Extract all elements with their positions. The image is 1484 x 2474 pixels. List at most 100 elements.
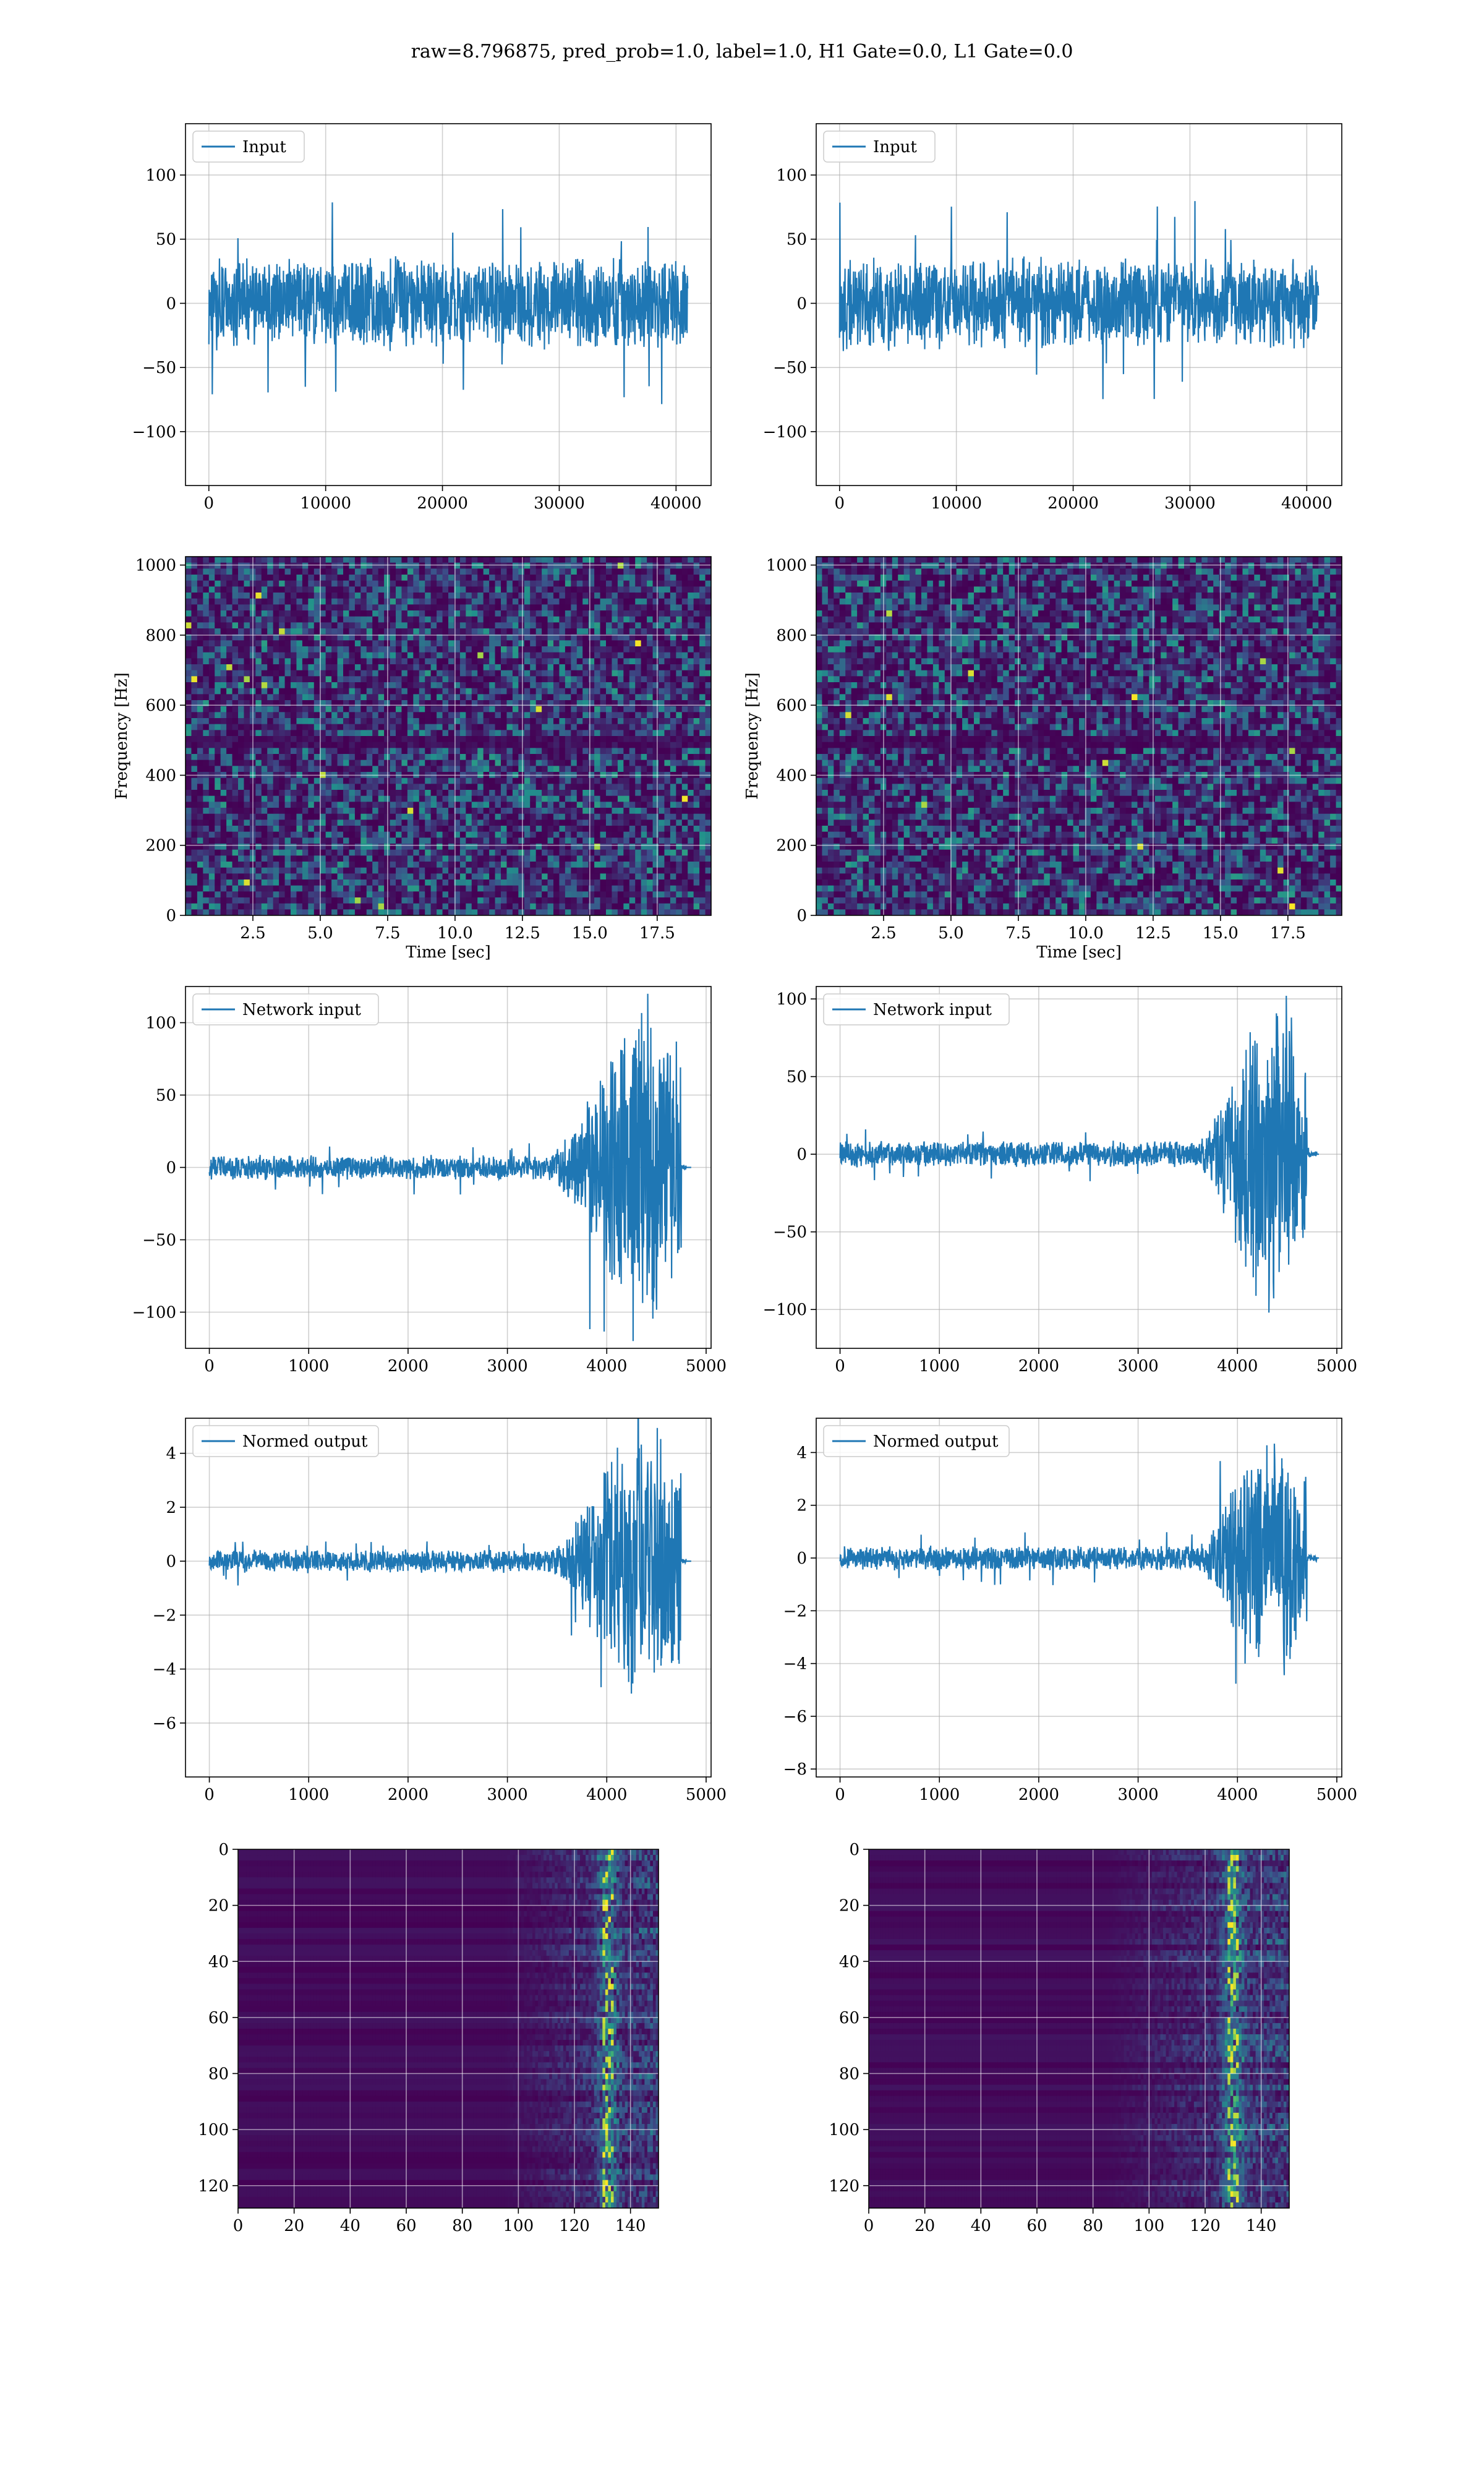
- chart-panel-1-left: 0 10000 20000 30000 40000 −100 −50 0 50 100 Input: [132, 123, 712, 513]
- axes-frame: [185, 556, 712, 916]
- x-axis-label: Time [sec]: [406, 943, 491, 962]
- legend-label: Network input: [242, 1001, 361, 1019]
- x-tick-label: 0: [835, 494, 845, 513]
- legend-box: [823, 993, 1010, 1025]
- y-axis: −100 −50 0 50 100: [763, 166, 816, 442]
- chart-panel-1-right: 0 10000 20000 30000 40000 −100 −50 0 50 100 Input: [763, 123, 1342, 513]
- x-tick-label: 20000: [417, 494, 468, 513]
- y-tick-label: 800: [145, 627, 176, 645]
- y-tick-label: 0: [218, 1841, 229, 1859]
- x-tick-label: 2.5: [871, 924, 896, 943]
- y-tick-label: 2: [166, 1499, 176, 1517]
- y-tick-label: 50: [787, 231, 807, 249]
- x-tick-label: 40: [340, 2217, 360, 2235]
- x-tick-label: 12.5: [1135, 924, 1171, 943]
- y-tick-label: −100: [763, 423, 807, 442]
- x-tick-label: 0: [835, 1357, 845, 1376]
- x-axis: 0 1000 2000 3000 4000 5000: [835, 1777, 1357, 1804]
- y-tick-label: −50: [142, 1231, 176, 1250]
- chart-panel-3-right: 0 1000 2000 3000 4000 5000 −100 −50 0 50 100 Networ…: [763, 986, 1357, 1376]
- legend-box: [823, 131, 936, 163]
- chart-panel-5-right: 0 20 40 60 80 100 120 140 0 20 40 60 80 100 120: [829, 1841, 1290, 2235]
- x-tick-label: 120: [1190, 2217, 1221, 2235]
- x-tick-label: 5000: [686, 1357, 727, 1376]
- figure-title: raw=8.796875, pred_prob=1.0, label=1.0, …: [0, 41, 1484, 62]
- x-axis: 0 1000 2000 3000 4000 5000: [204, 1777, 727, 1804]
- y-tick-label: −50: [142, 359, 176, 377]
- x-tick-label: 80: [1083, 2217, 1103, 2235]
- x-tick-label: 60: [396, 2217, 416, 2235]
- y-tick-label: 60: [208, 2009, 229, 2027]
- x-tick-label: 60: [1026, 2217, 1047, 2235]
- y-tick-label: 120: [829, 2177, 859, 2196]
- y-tick-label: 120: [198, 2177, 229, 2196]
- y-tick-label: 600: [145, 696, 176, 715]
- x-tick-label: 4000: [586, 1786, 627, 1804]
- grid-lines: [869, 1849, 1289, 2208]
- chart-panel-3-left: 0 1000 2000 3000 4000 5000 −100 −50 0 50 100 Networ…: [132, 986, 727, 1376]
- grid-lines: [186, 557, 711, 915]
- y-axis: 0 20 40 60 80 100 120: [829, 1841, 869, 2196]
- x-tick-label: 2000: [388, 1786, 429, 1804]
- y-axis-label: Frequency [Hz]: [113, 672, 131, 800]
- grid-lines: [816, 557, 1342, 915]
- x-axis: 2.5 5.0 7.5 10.0 12.5 15.0 17.5: [871, 915, 1306, 943]
- x-tick-label: 3000: [487, 1357, 528, 1376]
- x-tick-label: 40000: [650, 494, 702, 513]
- y-tick-label: 50: [787, 1068, 807, 1087]
- x-tick-label: 20: [284, 2217, 304, 2235]
- y-tick-label: 1000: [766, 557, 807, 575]
- y-tick-label: 200: [776, 837, 807, 855]
- y-tick-label: 600: [776, 696, 807, 715]
- legend-box: [192, 993, 379, 1025]
- x-tick-label: 15.0: [572, 924, 608, 943]
- x-tick-label: 10.0: [1068, 924, 1104, 943]
- x-axis: 0 10000 20000 30000 40000: [835, 486, 1333, 513]
- x-tick-label: 2000: [1018, 1786, 1059, 1804]
- y-tick-label: 40: [208, 1953, 229, 1971]
- y-tick-label: 20: [839, 1897, 859, 1915]
- x-tick-label: 40000: [1281, 494, 1333, 513]
- y-tick-label: −4: [783, 1655, 807, 1674]
- y-axis: −100 −50 0 50 100: [132, 166, 186, 442]
- x-tick-label: 1000: [288, 1357, 329, 1376]
- y-tick-label: 1000: [135, 557, 176, 575]
- x-tick-label: 4000: [586, 1357, 627, 1376]
- x-tick-label: 80: [452, 2217, 472, 2235]
- series-line: [839, 1444, 1320, 1684]
- x-tick-label: 20: [915, 2217, 935, 2235]
- y-tick-label: 0: [166, 1159, 176, 1178]
- x-axis: 0 10000 20000 30000 40000: [204, 486, 702, 513]
- series-line: [208, 1418, 691, 1694]
- y-axis-label: Frequency [Hz]: [743, 672, 762, 800]
- series-line: [839, 996, 1320, 1313]
- y-tick-label: 0: [796, 907, 807, 925]
- chart-panel-2-left: 2.5 5.0 7.5 10.0 12.5 15.0 17.5 0 200 400 600 800 10…: [113, 556, 712, 962]
- y-tick-label: 0: [796, 294, 807, 313]
- y-tick-label: 4: [166, 1445, 176, 1463]
- x-tick-label: 0: [864, 2217, 874, 2235]
- y-tick-label: 800: [776, 627, 807, 645]
- y-axis: 0 200 400 600 800 1000: [766, 557, 816, 925]
- axes-frame: [185, 1418, 712, 1778]
- legend: Input: [192, 131, 305, 163]
- y-tick-label: −100: [132, 423, 176, 442]
- y-tick-label: 100: [145, 166, 176, 185]
- y-tick-label: 200: [145, 837, 176, 855]
- x-tick-label: 15.0: [1203, 924, 1239, 943]
- grid-lines: [238, 1849, 659, 2208]
- x-tick-label: 30000: [534, 494, 585, 513]
- series-line: [208, 202, 689, 404]
- y-tick-label: 4: [796, 1444, 807, 1462]
- x-tick-label: 140: [1246, 2217, 1277, 2235]
- legend-label: Input: [873, 138, 917, 156]
- y-tick-label: 50: [156, 231, 176, 249]
- x-axis: 2.5 5.0 7.5 10.0 12.5 15.0 17.5: [240, 915, 675, 943]
- x-tick-label: 0: [204, 1786, 215, 1804]
- x-tick-label: 3000: [487, 1786, 528, 1804]
- heatmap-cells: [186, 557, 711, 915]
- axes-frame: [868, 1849, 1290, 2209]
- y-axis: 0 200 400 600 800 1000: [135, 557, 186, 925]
- x-tick-label: 100: [1134, 2217, 1165, 2235]
